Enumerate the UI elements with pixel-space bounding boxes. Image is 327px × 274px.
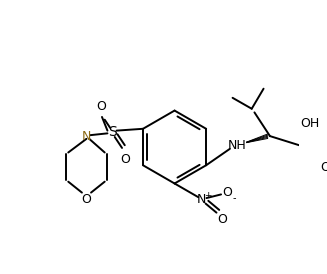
Text: O: O [320,161,327,173]
Text: O: O [222,186,232,199]
Text: O: O [217,213,227,226]
Text: OH: OH [301,117,320,130]
Text: O: O [96,101,106,113]
Text: -: - [232,193,235,203]
Text: N: N [82,130,91,142]
Text: N: N [197,193,207,206]
Text: S: S [108,125,116,139]
Text: O: O [120,153,130,166]
Text: O: O [81,193,92,206]
Text: +: + [205,191,212,200]
Text: NH: NH [228,139,247,152]
